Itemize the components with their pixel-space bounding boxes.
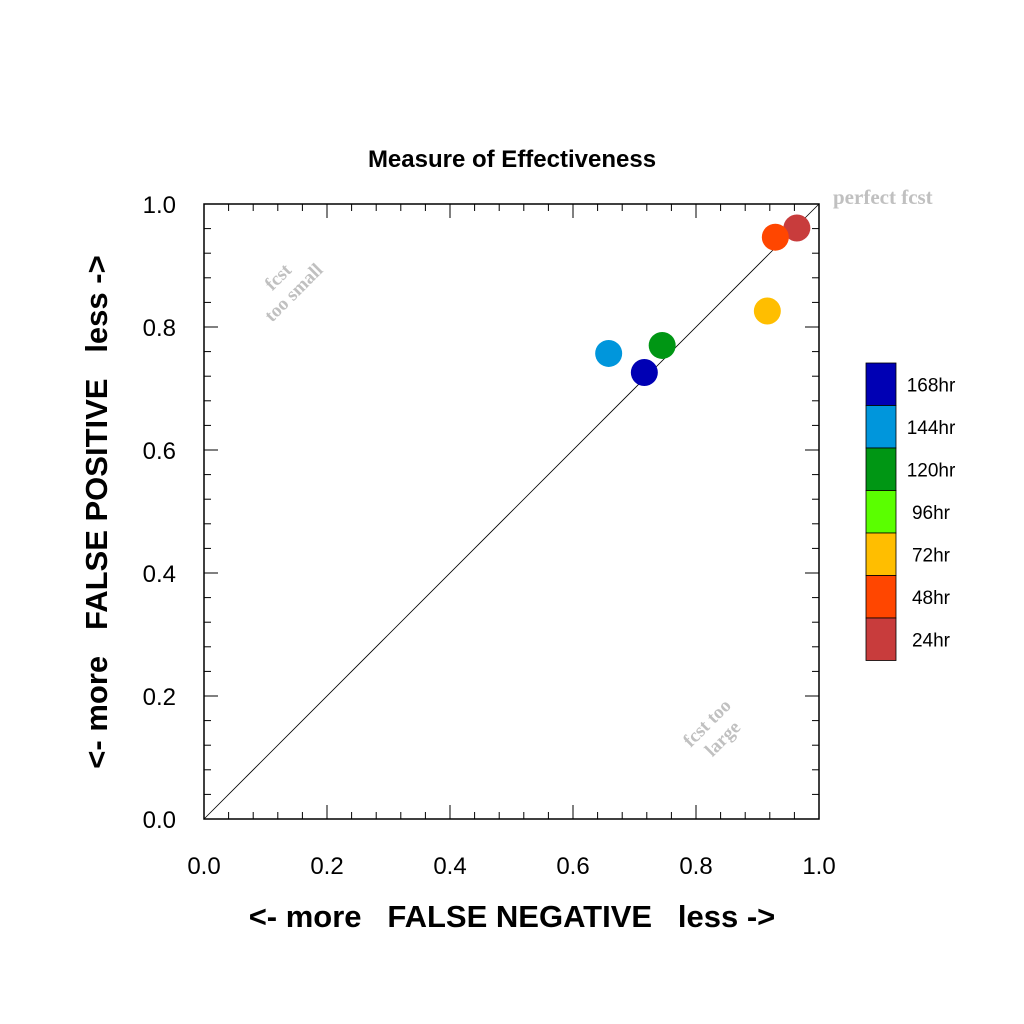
x-tick-label: 0.6	[556, 853, 589, 880]
y-tick-label: 0.6	[143, 438, 176, 465]
data-point-120hr	[648, 331, 676, 359]
data-point-144hr	[595, 339, 623, 367]
x-tick-label: 1.0	[802, 853, 835, 880]
x-tick-labels: 0.0 0.2 0.4 0.6 0.8 1.0	[187, 853, 835, 880]
legend-swatch-144hr	[865, 405, 897, 449]
diagonal-reference-line	[203, 203, 820, 820]
axis-ticks	[203, 203, 820, 820]
y-tick-label: 1.0	[143, 192, 176, 219]
legend-label-48hr: 48hr	[912, 588, 951, 609]
data-point-48hr	[761, 223, 789, 251]
legend-swatch-168hr	[865, 362, 897, 406]
legend-label-96hr: 96hr	[912, 503, 951, 524]
legend: 168hr 144hr 120hr 96hr 72hr 48hr 24hr	[865, 362, 956, 661]
y-tick-label: 0.2	[143, 684, 176, 711]
legend-label-144hr: 144hr	[907, 418, 956, 439]
y-tick-label: 0.8	[143, 315, 176, 342]
legend-label-24hr: 24hr	[912, 630, 951, 651]
legend-swatch-96hr	[865, 490, 897, 534]
legend-swatch-48hr	[865, 575, 897, 619]
x-tick-label: 0.2	[310, 853, 343, 880]
y-tick-labels: 0.0 0.2 0.4 0.6 0.8 1.0	[143, 192, 176, 834]
data-points	[595, 214, 811, 387]
y-tick-label: 0.0	[143, 807, 176, 834]
annotation-fcst-too-small: fcst too small	[261, 259, 328, 326]
annotation-perfect-fcst: perfect fcst	[833, 185, 933, 209]
x-tick-label: 0.4	[433, 853, 466, 880]
legend-label-168hr: 168hr	[907, 375, 956, 396]
legend-swatch-120hr	[865, 447, 897, 491]
legend-label-72hr: 72hr	[912, 545, 951, 566]
legend-swatch-24hr	[865, 617, 897, 661]
plot-frame	[203, 203, 820, 820]
legend-swatch-72hr	[865, 532, 897, 576]
x-tick-label: 0.0	[187, 853, 220, 880]
x-axis-label: <- more FALSE NEGATIVE less ->	[249, 899, 776, 934]
y-tick-label: 0.4	[143, 561, 176, 588]
chart-title: Measure of Effectiveness	[368, 146, 656, 173]
annotation-fcst-too-large: fcst too large	[679, 695, 745, 761]
x-tick-label: 0.8	[679, 853, 712, 880]
data-point-168hr	[630, 359, 658, 387]
data-point-72hr	[753, 297, 781, 325]
data-point-24hr	[783, 214, 811, 242]
y-axis-label: <- more FALSE POSITIVE less ->	[79, 255, 114, 768]
legend-label-120hr: 120hr	[907, 460, 956, 481]
